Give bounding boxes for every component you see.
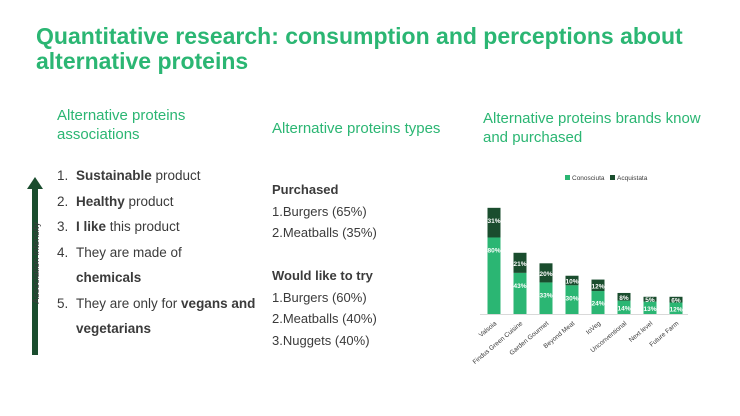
legend-label: Conosciuta (572, 175, 605, 182)
data-label: 12% (591, 283, 604, 290)
list-item: 4. They are made of chemicals (57, 244, 182, 286)
types-list: Purchased 1.Burgers (65%) 2.Meatballs (3… (272, 179, 377, 351)
data-label: 20% (539, 271, 552, 278)
category-label: Valsoia (478, 320, 499, 339)
bar-acquistata (643, 296, 657, 302)
bar-conosciuta (539, 282, 553, 314)
data-label: 21% (513, 261, 526, 268)
types-heading: Alternative proteins types (272, 120, 441, 137)
legend-swatch (565, 175, 570, 180)
bar-conosciuta (513, 272, 527, 314)
bar-acquistata (617, 292, 631, 301)
brands-heading: Alternative proteins brands know and pur… (483, 110, 701, 146)
data-label: 24% (591, 301, 604, 308)
bar-conosciuta (643, 301, 657, 314)
bar-acquistata (669, 296, 683, 303)
list-item: 1.Burgers (65%) (272, 203, 367, 219)
bar-acquistata (487, 207, 501, 238)
data-label: 30% (565, 295, 578, 302)
would-try-label: Would like to try (272, 268, 373, 283)
list-item: 1.Burgers (60%) (272, 289, 367, 305)
data-label: 80% (487, 247, 500, 254)
data-label: 5% (645, 297, 655, 304)
data-label: 13% (643, 306, 656, 313)
data-label: 43% (513, 283, 526, 290)
data-label: 33% (539, 292, 552, 299)
list-item: 3. I like this product (57, 219, 180, 234)
list-item: 2.Meatballs (35%) (272, 225, 377, 240)
association-intensity-arrow-icon (27, 177, 43, 355)
bar-conosciuta (487, 237, 501, 314)
list-item: 1. Sustainable product (57, 168, 201, 183)
bar-conosciuta (591, 291, 605, 314)
bar-acquistata (513, 252, 527, 273)
association-intensity-label: Association intensity (31, 222, 41, 304)
list-item: 2.Meatballs (40%) (272, 311, 377, 326)
brands-bar-chart: Conosciuta Acquistata 80% 31% Valsoia 43% 21% F… (472, 175, 688, 366)
bar-acquistata (565, 275, 579, 286)
data-label: 8% (619, 295, 629, 302)
data-label: 12% (669, 306, 682, 313)
legend-label: Acquistata (617, 175, 648, 182)
slide-title: Quantitative research: consumption and p… (36, 23, 683, 74)
list-item: 5. They are only for vegans and vegetaria… (57, 295, 256, 337)
bar-conosciuta (565, 285, 579, 314)
data-label: 10% (565, 279, 578, 286)
bar-acquistata (539, 263, 553, 283)
list-item: 3.Nuggets (40%) (272, 332, 370, 348)
bar-conosciuta (617, 300, 631, 314)
data-label: 14% (617, 305, 630, 312)
category-label: Findus Green Cuisine (472, 320, 525, 366)
category-label: IoVeg (585, 320, 603, 336)
associations-list: 1. Sustainable product 2. Healthy product … (57, 163, 257, 342)
data-label: 31% (487, 218, 500, 225)
associations-heading: Alternative proteins associations (57, 107, 186, 143)
purchased-label: Purchased (272, 182, 339, 197)
bar-conosciuta (669, 302, 683, 314)
legend-swatch (610, 175, 615, 180)
list-item: 2. Healthy product (57, 193, 174, 209)
data-label: 6% (671, 298, 681, 305)
bar-acquistata (591, 279, 605, 292)
